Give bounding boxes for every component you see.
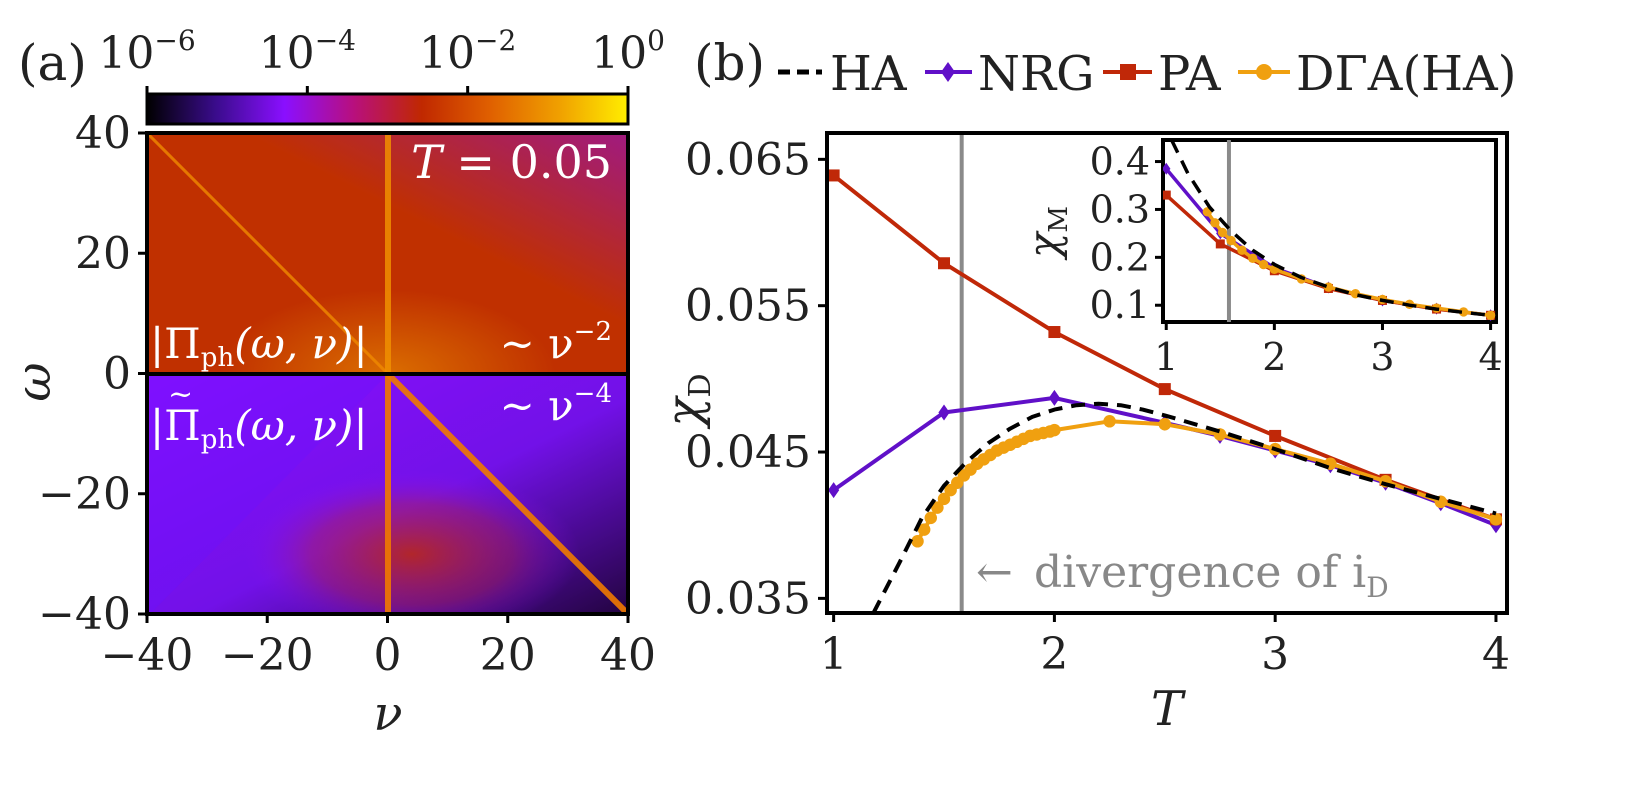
inset-ha-line	[1170, 140, 1491, 318]
series-daha-point	[1103, 415, 1116, 428]
inset-nrg-point	[1163, 162, 1171, 175]
panel-b-xlabel: T	[1151, 681, 1186, 737]
series-pa-point	[938, 257, 951, 270]
legend-pa-marker	[1120, 64, 1136, 80]
inset-frame	[1161, 138, 1498, 324]
legend-ha-text: HA	[830, 46, 908, 102]
inset-xtick-label: 3	[1370, 335, 1394, 379]
inset-daha-point	[1458, 307, 1469, 317]
panel-a-ytick-label: 40	[75, 108, 131, 159]
panel-a-heatmap: (a) 10−6 10−4 10−2 100 −40 −20 0 20 4040200−20−…	[6, 24, 665, 742]
panel-b-ytick-label: 0.045	[685, 427, 811, 478]
heatmap-lower	[147, 374, 628, 614]
series-daha-point	[937, 492, 951, 506]
inset-daha-point	[1210, 218, 1220, 228]
panel-a-ytick-label: 20	[75, 228, 131, 279]
panel-a-xtick-label: 0	[374, 630, 402, 681]
legend-pa-text: PA	[1158, 46, 1222, 102]
upper-scaling-label: ∼ ν−2	[500, 317, 612, 368]
divergence-arrow: ←	[976, 547, 1013, 598]
panel-b-linechart: (b) HA NRG PA DΓA(HA) 1 2 3 4 0.035 0.045 0.05…	[656, 34, 1516, 737]
panel-a-ytick-label: 0	[103, 349, 131, 400]
colorbar-tick-label: 10−6	[98, 24, 195, 79]
panel-b-ytick-label: 0.065	[685, 134, 811, 185]
series-daha-point	[931, 501, 944, 514]
panel-b-xtick-label: 1	[820, 629, 848, 680]
colorbar-gradient	[145, 92, 630, 126]
inset-ytick-label: 0.1	[1090, 283, 1150, 327]
inset-xtick-label: 2	[1262, 335, 1286, 379]
panel-a-ylabel: ω	[6, 362, 62, 401]
heatmap-upper	[147, 133, 628, 374]
panel-a-xtick-label: −20	[221, 630, 314, 681]
inset-ytick-label: 0.4	[1090, 140, 1150, 184]
panel-b-ylabel: χD	[656, 373, 718, 429]
series-nrg-point	[1048, 389, 1061, 406]
legend-dga-marker	[1256, 64, 1272, 80]
inset-daha-point	[1258, 259, 1269, 270]
inset-xtick-label: 4	[1479, 335, 1503, 379]
inset-daha-point	[1237, 245, 1247, 255]
series-pa-point	[1269, 429, 1282, 442]
series-nrg-point	[828, 482, 840, 499]
inset-chart: 1 2 3 4 0.10.20.30.4 χM	[1019, 138, 1503, 379]
series-pa-point	[827, 169, 840, 182]
panel-b-label: (b)	[694, 34, 765, 92]
series-daha-point	[1048, 423, 1061, 437]
panel-a-xtick-label: 40	[600, 630, 656, 681]
inset-ytick-label: 0.3	[1090, 187, 1150, 231]
inset-pa-point	[1163, 190, 1171, 200]
panel-b-ytick-label: 0.055	[685, 281, 811, 332]
panel-b-xtick-label: 2	[1040, 629, 1068, 680]
inset-daha-point	[1248, 253, 1258, 263]
panel-b-ytick-label: 0.035	[685, 573, 811, 624]
series-ha-line	[871, 401, 1497, 613]
panel-a-ytick-label: −20	[38, 469, 131, 520]
panel-a-xtick-label: 20	[480, 630, 536, 681]
panel-b-frame	[825, 131, 1509, 615]
series-daha-point	[1489, 513, 1503, 526]
upper-pi-label: |Πph(ω, ν)|	[150, 319, 368, 373]
inset-ytick-label: 0.2	[1090, 235, 1150, 279]
series-pa-point	[1048, 326, 1061, 339]
inset-daha-point	[1485, 310, 1496, 320]
series-daha-point	[911, 535, 924, 548]
series-daha-point	[924, 511, 938, 525]
legend-nrg-marker	[941, 62, 955, 82]
panel-a-ytick-label: −40	[38, 589, 131, 640]
panel-a-label: (a)	[18, 34, 87, 92]
colorbar-tick-label: 10−2	[419, 24, 516, 79]
divergence-annotation: divergence of iD	[1034, 547, 1389, 604]
series-pa-point	[1158, 383, 1171, 396]
colorbar-tick-label: 10−4	[259, 24, 356, 79]
lower-pi-tilde: ~	[168, 377, 193, 412]
legend-nrg-text: NRG	[978, 46, 1094, 102]
series-daha-point	[917, 523, 931, 536]
inset-daha-line	[1205, 210, 1491, 318]
temperature-annotation: T = 0.05	[411, 135, 612, 189]
series-nrg-point	[938, 404, 950, 421]
panel-a-xtick-label: −40	[101, 630, 194, 681]
panel-a-xlabel: ν	[373, 686, 402, 742]
lower-scaling-label: ∼ ν−4	[500, 379, 612, 430]
series-daha-point	[1158, 417, 1172, 431]
legend: HA NRG PA DΓA(HA)	[778, 46, 1516, 102]
legend-dga-text: DΓA(HA)	[1296, 46, 1516, 102]
inset-xtick-label: 1	[1154, 335, 1178, 379]
panel-b-xtick-label: 4	[1482, 629, 1510, 680]
inset-ylabel: χM	[1019, 206, 1074, 261]
inset-pa-point	[1215, 239, 1225, 249]
inset-daha-point	[1217, 227, 1228, 238]
colorbar: 10−6 10−4 10−2 100	[98, 24, 665, 126]
lower-pi-label: |Πph(ω, ν)|	[150, 401, 368, 455]
inset-daha-point	[1226, 235, 1236, 246]
colorbar-tick-label: 100	[591, 24, 665, 79]
panel-b-xtick-label: 3	[1261, 629, 1289, 680]
